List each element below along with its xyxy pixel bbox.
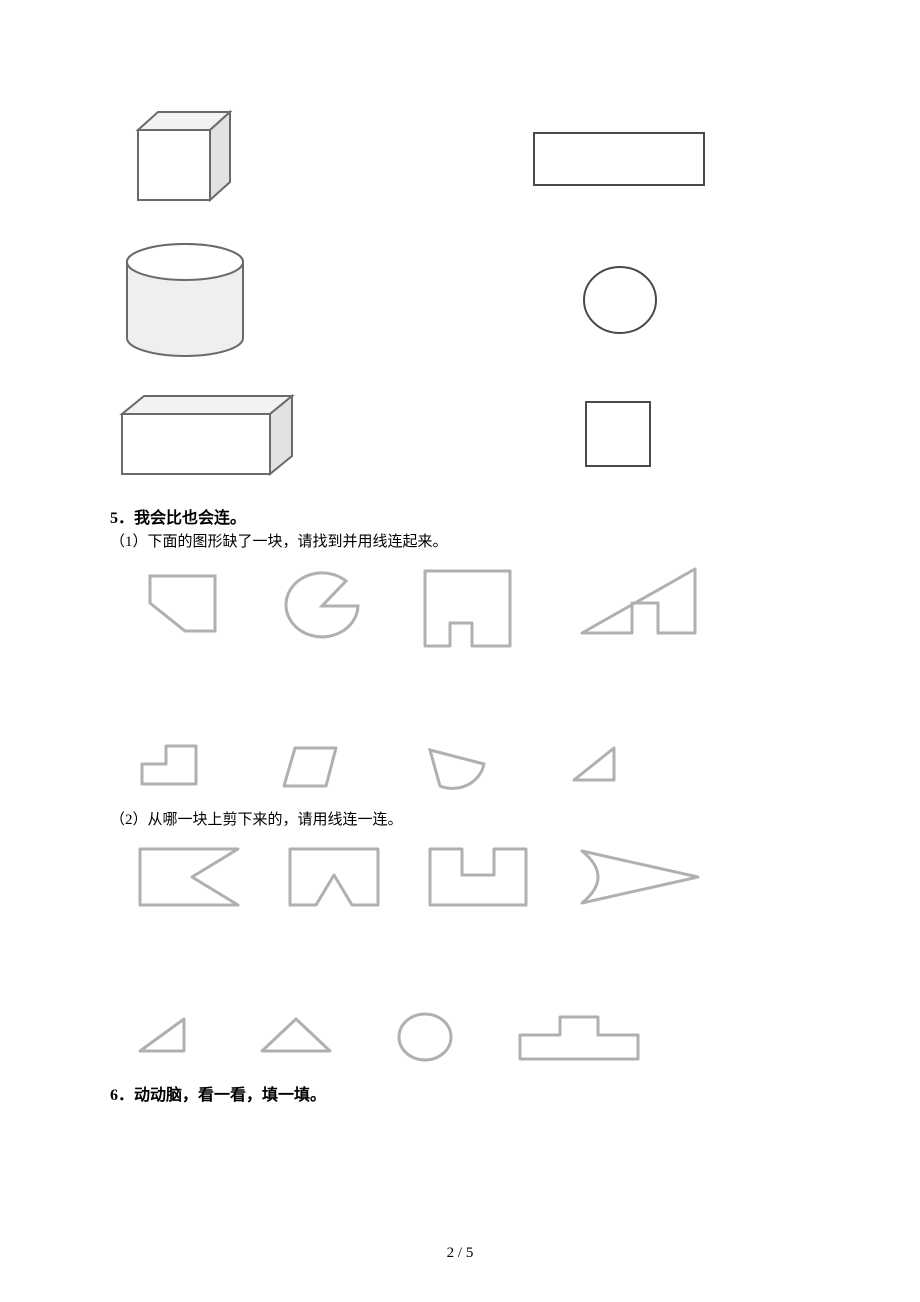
circle-icon <box>575 258 665 348</box>
shape-arrow-concave <box>570 839 710 914</box>
q5-2-bottom-row <box>130 1009 810 1069</box>
q5-sub1: （1）下面的图形缺了一块，请找到并用线连起来。 <box>110 530 810 551</box>
piece-step <box>130 736 210 796</box>
shape-rect-notch-top <box>420 839 540 919</box>
piece-circle <box>390 1009 460 1064</box>
piece-iso-triangle <box>250 1009 340 1059</box>
shape-triangle-missing-step <box>570 561 710 646</box>
q5-sub2: （2）从哪一块上剪下来的，请用线连一连。 <box>110 808 810 829</box>
right-rectangle <box>470 125 770 195</box>
square-icon <box>580 396 660 476</box>
piece-small-triangle <box>560 736 630 791</box>
cuboid-icon <box>110 386 310 486</box>
shape-rect-notch-bottom <box>280 839 390 919</box>
q6-heading: 6．动动脑，看一看，填一填。 <box>110 1081 810 1105</box>
left-cube <box>110 100 410 220</box>
q5-heading: 5．我会比也会连。 <box>110 504 810 528</box>
shape-flag-cut <box>130 839 250 919</box>
match-row-cuboid-square <box>110 386 810 486</box>
right-square <box>470 396 770 476</box>
q6-title: 动动脑，看一看，填一填。 <box>134 1087 326 1104</box>
spacer2 <box>110 931 810 1001</box>
q5-number: 5． <box>110 510 134 527</box>
q6-number: 6． <box>110 1087 134 1104</box>
q5-1-bottom-row <box>130 736 810 796</box>
match-row-cylinder-circle <box>110 238 810 368</box>
shape-circle-missing-wedge <box>270 561 370 646</box>
piece-t-shape <box>510 1009 650 1069</box>
rectangle-icon <box>530 125 710 195</box>
right-circle <box>470 258 770 348</box>
shape-square-missing-corner <box>130 561 230 646</box>
piece-right-triangle <box>130 1009 200 1059</box>
q5-1-top-row <box>130 561 810 656</box>
left-cylinder <box>110 238 410 368</box>
piece-trapezoid <box>270 736 350 796</box>
left-cuboid <box>110 386 410 486</box>
q5-title: 我会比也会连。 <box>134 510 246 527</box>
cylinder-icon <box>110 238 260 368</box>
spacer <box>110 668 810 728</box>
page-number: 2 / 5 <box>0 1245 920 1262</box>
worksheet-page: 5．我会比也会连。 （1）下面的图形缺了一块，请找到并用线连起来。 <box>0 0 920 1302</box>
question-5: 5．我会比也会连。 （1）下面的图形缺了一块，请找到并用线连起来。 <box>110 504 810 1069</box>
shape-rect-missing-step <box>410 561 530 656</box>
match-row-cube-rect <box>110 100 810 220</box>
cube-icon <box>110 100 250 220</box>
q5-2-top-row <box>130 839 810 919</box>
piece-wedge <box>410 736 500 796</box>
question-6: 6．动动脑，看一看，填一填。 <box>110 1081 810 1105</box>
